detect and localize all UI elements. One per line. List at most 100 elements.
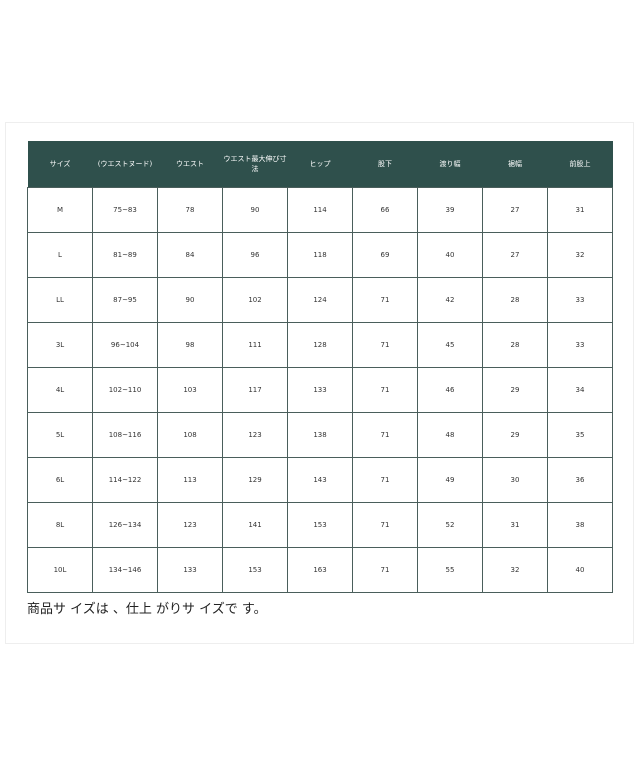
column-header: 裾幅 (482, 141, 548, 188)
table-cell: 28 (482, 277, 548, 323)
table-cell: 49 (417, 457, 483, 503)
table-cell: 27 (482, 187, 548, 233)
table-cell: 134~146 (92, 547, 158, 593)
table-cell: 90 (157, 277, 223, 323)
size-table: サイズ (ウエストヌード) ウエスト ウエスト最大伸び寸法 ヒップ 股下 渡り幅 裾幅 前股上 … (27, 141, 613, 593)
table-cell: 3L (27, 322, 93, 368)
column-header: サイズ (27, 141, 93, 188)
size-chart-card (5, 122, 634, 644)
table-cell: 6L (27, 457, 93, 503)
column-header: ウエスト最大伸び寸法 (222, 141, 288, 188)
table-cell: 48 (417, 412, 483, 458)
table-cell: 69 (352, 232, 418, 278)
table-row: 10L 134~146 133 153 163 71 55 32 40 (27, 547, 613, 593)
table-cell: 96~104 (92, 322, 158, 368)
table-cell: 40 (547, 547, 613, 593)
table-cell: 133 (157, 547, 223, 593)
table-cell: 117 (222, 367, 288, 413)
table-cell: L (27, 232, 93, 278)
header-row: サイズ (ウエストヌード) ウエスト ウエスト最大伸び寸法 ヒップ 股下 渡り幅 裾幅 前股上 (27, 141, 613, 188)
table-cell: 128 (287, 322, 353, 368)
table-cell: 32 (482, 547, 548, 593)
table-cell: 71 (352, 502, 418, 548)
table-cell: 87~95 (92, 277, 158, 323)
table-cell: 36 (547, 457, 613, 503)
table-cell: 81~89 (92, 232, 158, 278)
table-cell: 103 (157, 367, 223, 413)
table-cell: 52 (417, 502, 483, 548)
table-row: 4L 102~110 103 117 133 71 46 29 34 (27, 367, 613, 413)
table-cell: 5L (27, 412, 93, 458)
table-cell: 141 (222, 502, 288, 548)
table-cell: 108~116 (92, 412, 158, 458)
table-cell: 66 (352, 187, 418, 233)
table-cell: 55 (417, 547, 483, 593)
table-cell: 129 (222, 457, 288, 503)
table-cell: 123 (222, 412, 288, 458)
table-row: 8L 126~134 123 141 153 71 52 31 38 (27, 502, 613, 548)
table-cell: 4L (27, 367, 93, 413)
table-cell: 28 (482, 322, 548, 368)
table-cell: 96 (222, 232, 288, 278)
table-cell: 38 (547, 502, 613, 548)
table-cell: 45 (417, 322, 483, 368)
table-cell: 124 (287, 277, 353, 323)
table-cell: 78 (157, 187, 223, 233)
table-cell: 35 (547, 412, 613, 458)
table-row: LL 87~95 90 102 124 71 42 28 33 (27, 277, 613, 323)
table-cell: 84 (157, 232, 223, 278)
table-cell: 153 (222, 547, 288, 593)
table-cell: 10L (27, 547, 93, 593)
table-cell: 113 (157, 457, 223, 503)
table-cell: 123 (157, 502, 223, 548)
column-header: 前股上 (547, 141, 613, 188)
column-header: 渡り幅 (417, 141, 483, 188)
table-cell: M (27, 187, 93, 233)
column-header: 股下 (352, 141, 418, 188)
table-cell: 32 (547, 232, 613, 278)
table-cell: 33 (547, 277, 613, 323)
column-header: (ウエストヌード) (92, 141, 158, 188)
table-cell: 98 (157, 322, 223, 368)
table-cell: 71 (352, 457, 418, 503)
table-cell: 8L (27, 502, 93, 548)
table-cell: 75~83 (92, 187, 158, 233)
table-cell: 71 (352, 412, 418, 458)
table-cell: 30 (482, 457, 548, 503)
table-cell: 108 (157, 412, 223, 458)
table-cell: 143 (287, 457, 353, 503)
table-cell: 29 (482, 412, 548, 458)
table-cell: 114 (287, 187, 353, 233)
table-cell: 118 (287, 232, 353, 278)
table-cell: 33 (547, 322, 613, 368)
table-cell: 29 (482, 367, 548, 413)
table-row: 6L 114~122 113 129 143 71 49 30 36 (27, 457, 613, 503)
table-cell: 102 (222, 277, 288, 323)
table-cell: 114~122 (92, 457, 158, 503)
table-cell: 71 (352, 322, 418, 368)
table-row: M 75~83 78 90 114 66 39 27 31 (27, 187, 613, 233)
table-cell: 46 (417, 367, 483, 413)
table-cell: 40 (417, 232, 483, 278)
table-cell: 31 (547, 187, 613, 233)
table-cell: 126~134 (92, 502, 158, 548)
table-cell: 71 (352, 277, 418, 323)
table-cell: LL (27, 277, 93, 323)
table-cell: 71 (352, 367, 418, 413)
table-cell: 133 (287, 367, 353, 413)
table-cell: 90 (222, 187, 288, 233)
table-cell: 27 (482, 232, 548, 278)
table-cell: 153 (287, 502, 353, 548)
table-row: L 81~89 84 96 118 69 40 27 32 (27, 232, 613, 278)
table-cell: 31 (482, 502, 548, 548)
size-note: 商品サ イズは 、仕上 がりサ イズで す。 (27, 602, 267, 617)
table-cell: 102~110 (92, 367, 158, 413)
table-cell: 42 (417, 277, 483, 323)
table-cell: 111 (222, 322, 288, 368)
table-cell: 39 (417, 187, 483, 233)
table-row: 5L 108~116 108 123 138 71 48 29 35 (27, 412, 613, 458)
table-cell: 138 (287, 412, 353, 458)
column-header: ヒップ (287, 141, 353, 188)
table-row: 3L 96~104 98 111 128 71 45 28 33 (27, 322, 613, 368)
column-header: ウエスト (157, 141, 223, 188)
